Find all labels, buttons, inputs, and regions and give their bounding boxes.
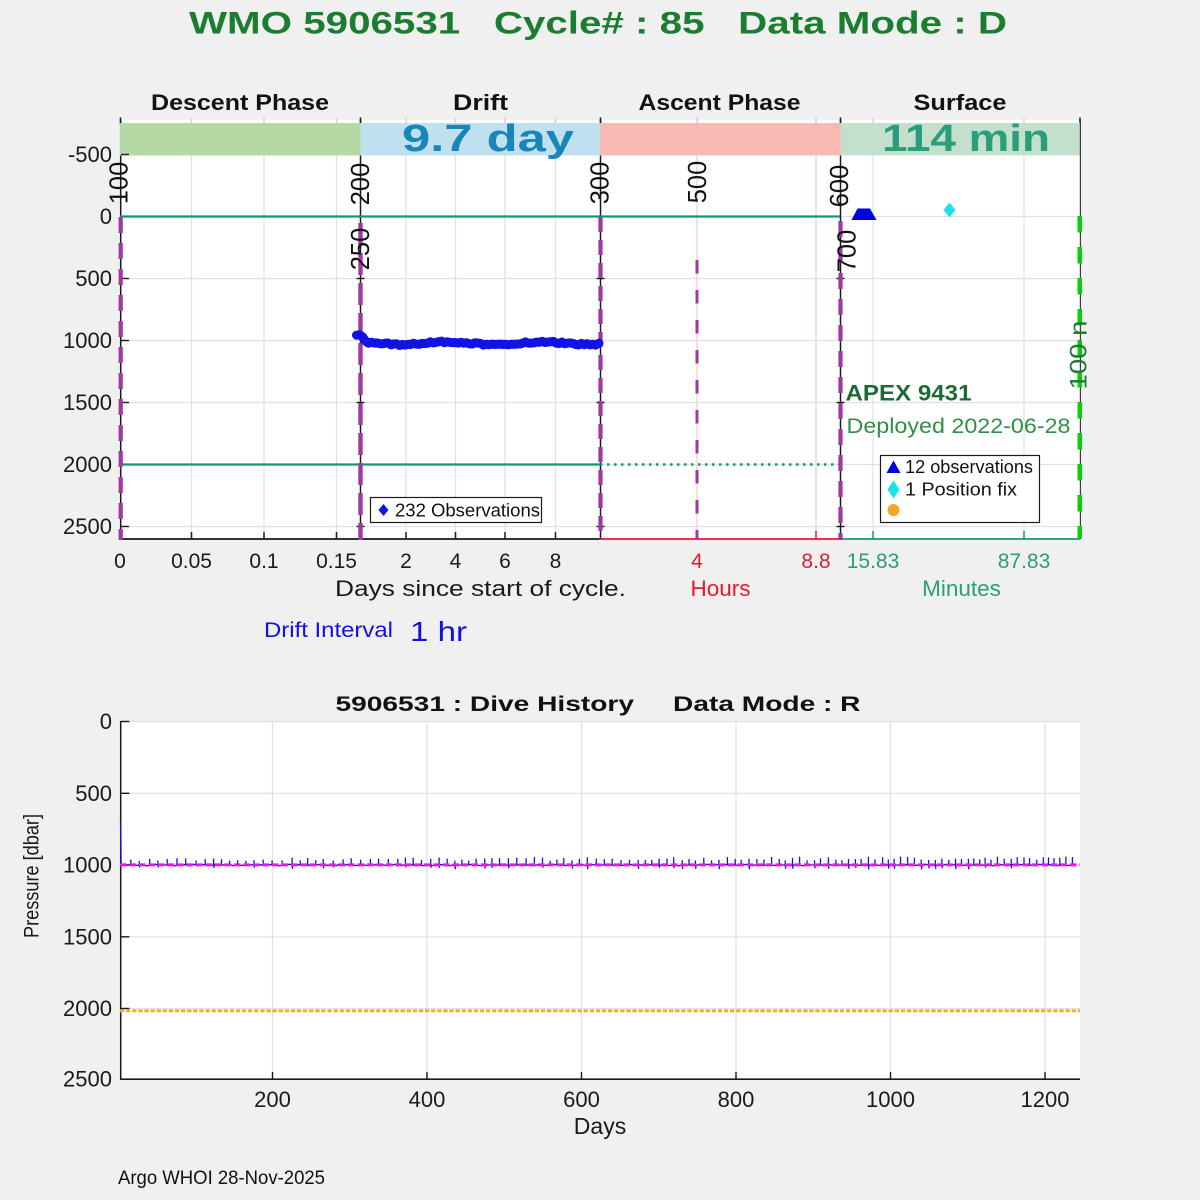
svg-text:100 n: 100 n xyxy=(1066,321,1093,390)
svg-text:200: 200 xyxy=(347,163,375,206)
svg-text:500: 500 xyxy=(75,266,112,291)
svg-text:0: 0 xyxy=(100,709,112,734)
svg-text:4: 4 xyxy=(691,550,703,573)
svg-text:WMO 5906531 Cycle# : 85 Da: WMO 5906531 Cycle# : 85 Data Mode : D xyxy=(189,5,1007,41)
svg-text:9.7 day: 9.7 day xyxy=(402,118,574,160)
svg-text:250: 250 xyxy=(347,228,375,271)
svg-text:5906531 : Dive History Dat: 5906531 : Dive History Data Mode : R xyxy=(336,692,862,716)
svg-text:232 Observations: 232 Observations xyxy=(395,501,540,521)
svg-text:1000: 1000 xyxy=(866,1087,915,1112)
svg-text:2000: 2000 xyxy=(63,452,112,477)
svg-text:Days: Days xyxy=(574,1113,626,1139)
svg-text:12 observations: 12 observations xyxy=(905,457,1033,477)
svg-text:1500: 1500 xyxy=(63,924,112,949)
svg-text:600: 600 xyxy=(826,165,854,208)
svg-text:2500: 2500 xyxy=(63,514,112,539)
svg-text:Ascent Phase: Ascent Phase xyxy=(639,90,801,115)
svg-text:Hours: Hours xyxy=(690,576,750,601)
svg-text:2000: 2000 xyxy=(63,996,112,1021)
svg-text:1200: 1200 xyxy=(1021,1087,1070,1112)
svg-text:500: 500 xyxy=(684,161,712,204)
svg-text:500: 500 xyxy=(75,781,112,806)
svg-text:1000: 1000 xyxy=(63,328,112,353)
svg-text:0.1: 0.1 xyxy=(249,550,278,573)
svg-text:0.05: 0.05 xyxy=(171,550,212,573)
svg-text:1 Position fix: 1 Position fix xyxy=(905,480,1017,500)
svg-text:2: 2 xyxy=(400,550,412,573)
svg-text:6: 6 xyxy=(499,550,511,573)
svg-text:Argo WHOI 28-Nov-2025: Argo WHOI 28-Nov-2025 xyxy=(118,1167,325,1189)
svg-text:0: 0 xyxy=(114,550,126,573)
svg-text:Days since start of cycle.: Days since start of cycle. xyxy=(335,576,626,601)
svg-text:Surface: Surface xyxy=(914,90,1007,115)
svg-text:1 hr: 1 hr xyxy=(410,616,467,647)
svg-text:87.83: 87.83 xyxy=(998,550,1051,573)
svg-text:0: 0 xyxy=(100,204,112,229)
svg-text:400: 400 xyxy=(409,1087,446,1112)
svg-text:4: 4 xyxy=(450,550,462,573)
svg-text:-500: -500 xyxy=(68,142,112,167)
svg-text:2500: 2500 xyxy=(63,1067,112,1092)
svg-text:15.83: 15.83 xyxy=(847,550,900,573)
svg-text:700: 700 xyxy=(834,230,862,273)
svg-text:1000: 1000 xyxy=(63,853,112,878)
svg-text:APEX 9431: APEX 9431 xyxy=(846,381,972,406)
svg-text:600: 600 xyxy=(563,1087,600,1112)
svg-text:100: 100 xyxy=(106,162,134,205)
svg-text:Drift Interval: Drift Interval xyxy=(264,619,393,642)
svg-text:Minutes: Minutes xyxy=(922,576,1001,601)
svg-text:Descent Phase: Descent Phase xyxy=(151,90,329,115)
svg-text:200: 200 xyxy=(254,1087,291,1112)
svg-text:Pressure [dbar]: Pressure [dbar] xyxy=(21,814,44,938)
svg-text:0.15: 0.15 xyxy=(316,550,357,573)
svg-text:Deployed 2022-06-28: Deployed 2022-06-28 xyxy=(847,414,1071,438)
svg-text:300: 300 xyxy=(587,162,615,205)
svg-text:8.8: 8.8 xyxy=(801,550,830,573)
svg-text:1500: 1500 xyxy=(63,390,112,415)
svg-text:Drift: Drift xyxy=(453,90,509,115)
svg-text:114 min: 114 min xyxy=(882,118,1050,160)
svg-text:800: 800 xyxy=(718,1087,755,1112)
svg-text:8: 8 xyxy=(550,550,562,573)
